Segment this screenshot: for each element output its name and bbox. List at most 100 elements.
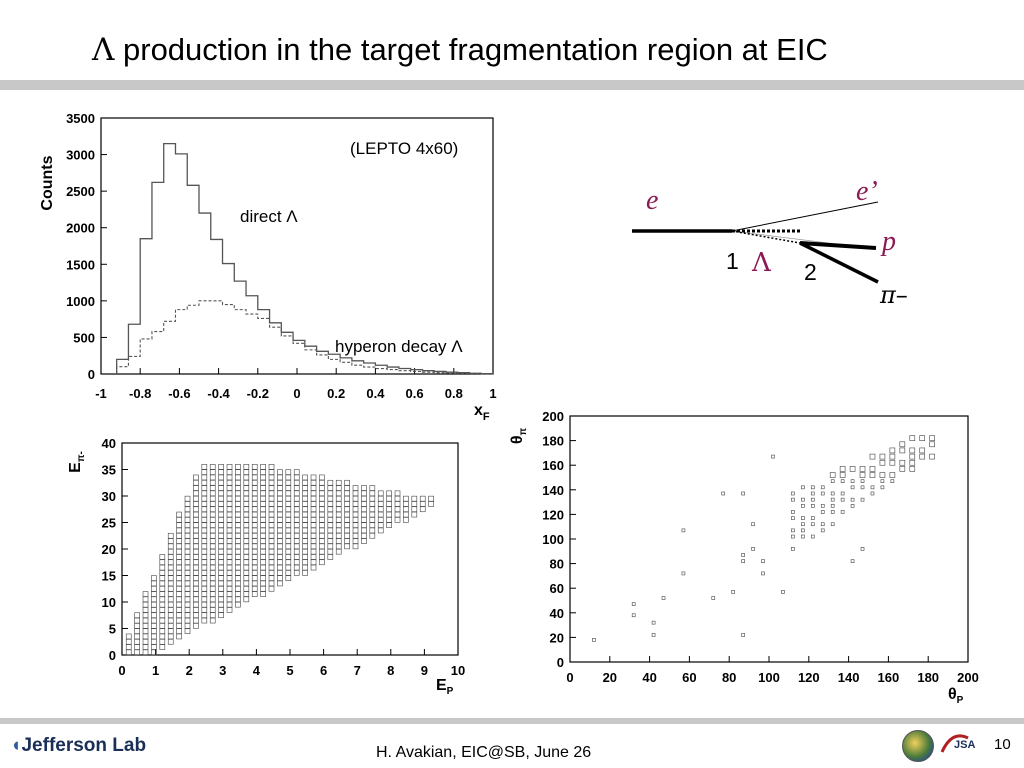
scatter-point — [352, 501, 359, 507]
scatter-point — [235, 474, 241, 481]
scatter-point — [159, 554, 166, 560]
scatter-point — [741, 633, 745, 637]
series-direct-lambda — [116, 142, 493, 375]
title-text: production in the target fragmentation r… — [114, 32, 828, 67]
vertex-2-label: 2 — [804, 259, 817, 285]
x-tick-label: 8 — [387, 663, 394, 678]
page-number: 10 — [994, 736, 1011, 753]
x-tick-label: -0.8 — [129, 386, 151, 401]
scatter-point — [411, 495, 418, 502]
y-tick-label: 40 — [102, 436, 116, 451]
scatter-point — [209, 501, 216, 507]
scatter-point — [830, 510, 835, 514]
jefferson-lab-logo: ◖Jefferson Lab — [10, 735, 147, 756]
proton-label: p — [880, 226, 896, 257]
scatter-point — [801, 497, 805, 502]
title-divider — [0, 80, 1024, 90]
scatter-point — [193, 575, 199, 581]
scatter-point — [830, 503, 835, 508]
scatter-point — [184, 548, 191, 555]
scatter-point — [820, 522, 825, 527]
proton-line — [799, 241, 877, 250]
scat2-xlabel: θP — [948, 686, 964, 706]
y-tick-label: 10 — [102, 595, 116, 610]
scatter-point — [327, 522, 334, 528]
scatter-point — [235, 548, 241, 555]
x-tick-label: 60 — [682, 670, 696, 685]
scatter-point — [277, 474, 283, 481]
scatter-point — [151, 601, 157, 608]
scatter-point — [428, 495, 434, 502]
scatter-point — [681, 528, 686, 533]
x-tick-label: 3 — [219, 663, 226, 678]
y-tick-label: 35 — [102, 463, 116, 478]
scatter-point — [830, 491, 835, 496]
scatter-point — [251, 490, 258, 497]
scatter-point — [184, 601, 191, 608]
scatter-point — [919, 435, 926, 441]
scatter-point — [335, 490, 342, 497]
scatter-point — [741, 491, 745, 496]
scatter-point — [251, 474, 258, 481]
scatter-point — [201, 522, 208, 528]
scatter-point — [285, 548, 292, 555]
y-tick-label: 500 — [73, 330, 95, 345]
scatter-point — [260, 490, 266, 497]
scatter-point — [791, 516, 795, 520]
scatter-point — [235, 490, 241, 497]
y-tick-label: 20 — [550, 630, 564, 645]
x-tick-label: 180 — [917, 670, 939, 685]
scatter-point — [810, 522, 815, 527]
scatter-point — [176, 548, 182, 555]
y-tick-label: 25 — [102, 516, 116, 531]
x-tick-label: 0 — [566, 670, 573, 685]
scatter-point — [201, 464, 208, 470]
scatter-point — [243, 490, 250, 497]
y-tick-label: 30 — [102, 489, 116, 504]
scatter-point — [761, 571, 765, 576]
scatter-point — [193, 474, 199, 481]
scatter-point — [293, 474, 300, 481]
hist-ylabel: Counts — [39, 155, 56, 210]
scat1-xlabel: EP — [436, 677, 454, 697]
scatter-point — [860, 485, 865, 490]
scatter-point — [909, 459, 916, 466]
scatter-point — [251, 522, 258, 528]
scatter-point — [361, 490, 367, 497]
scatter-point — [243, 548, 250, 555]
x-tick-label: 9 — [421, 663, 428, 678]
scatter-point — [880, 485, 885, 490]
scattered-electron-label: e’ — [856, 176, 878, 207]
scatter-point — [184, 522, 191, 528]
scatter-point — [176, 575, 182, 581]
x-tick-label: 0.2 — [327, 386, 345, 401]
x-tick-label: 4 — [253, 663, 261, 678]
doe-seal-icon — [902, 730, 934, 762]
scatter-point — [899, 447, 906, 454]
x-tick-label: 7 — [354, 663, 361, 678]
scatter-point — [193, 601, 199, 608]
scatter-point — [889, 453, 896, 460]
x-tick-label: 20 — [603, 670, 617, 685]
x-tick-label: 200 — [957, 670, 979, 685]
scatter-point — [251, 501, 258, 507]
scat2-ylabel: θπ — [509, 428, 529, 445]
scatter-point — [403, 495, 409, 502]
scatter-point — [218, 522, 224, 528]
scatter-point — [751, 547, 755, 551]
scatter-point — [319, 501, 325, 507]
scatter-point — [929, 441, 935, 448]
x-tick-label: 1 — [489, 386, 496, 401]
scatter-point — [184, 501, 191, 507]
scatter-point — [810, 503, 815, 508]
y-tick-label: 80 — [550, 557, 564, 572]
scatter-point — [830, 497, 835, 502]
scatter-point — [184, 575, 191, 581]
scatter-point — [151, 575, 157, 581]
scatter-point — [899, 459, 906, 466]
x-tick-label: 40 — [642, 670, 656, 685]
scatter-point — [310, 522, 317, 528]
scatter-point — [218, 548, 224, 555]
scatter-point — [761, 559, 765, 563]
